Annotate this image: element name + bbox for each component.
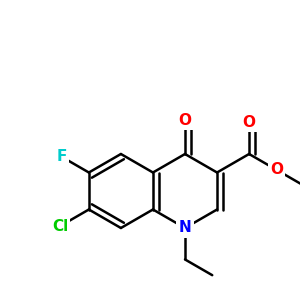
Text: O: O (270, 162, 283, 177)
Text: O: O (243, 115, 256, 130)
Text: F: F (56, 149, 67, 164)
Text: O: O (178, 113, 191, 128)
Text: Cl: Cl (52, 219, 68, 234)
Text: N: N (178, 220, 191, 236)
